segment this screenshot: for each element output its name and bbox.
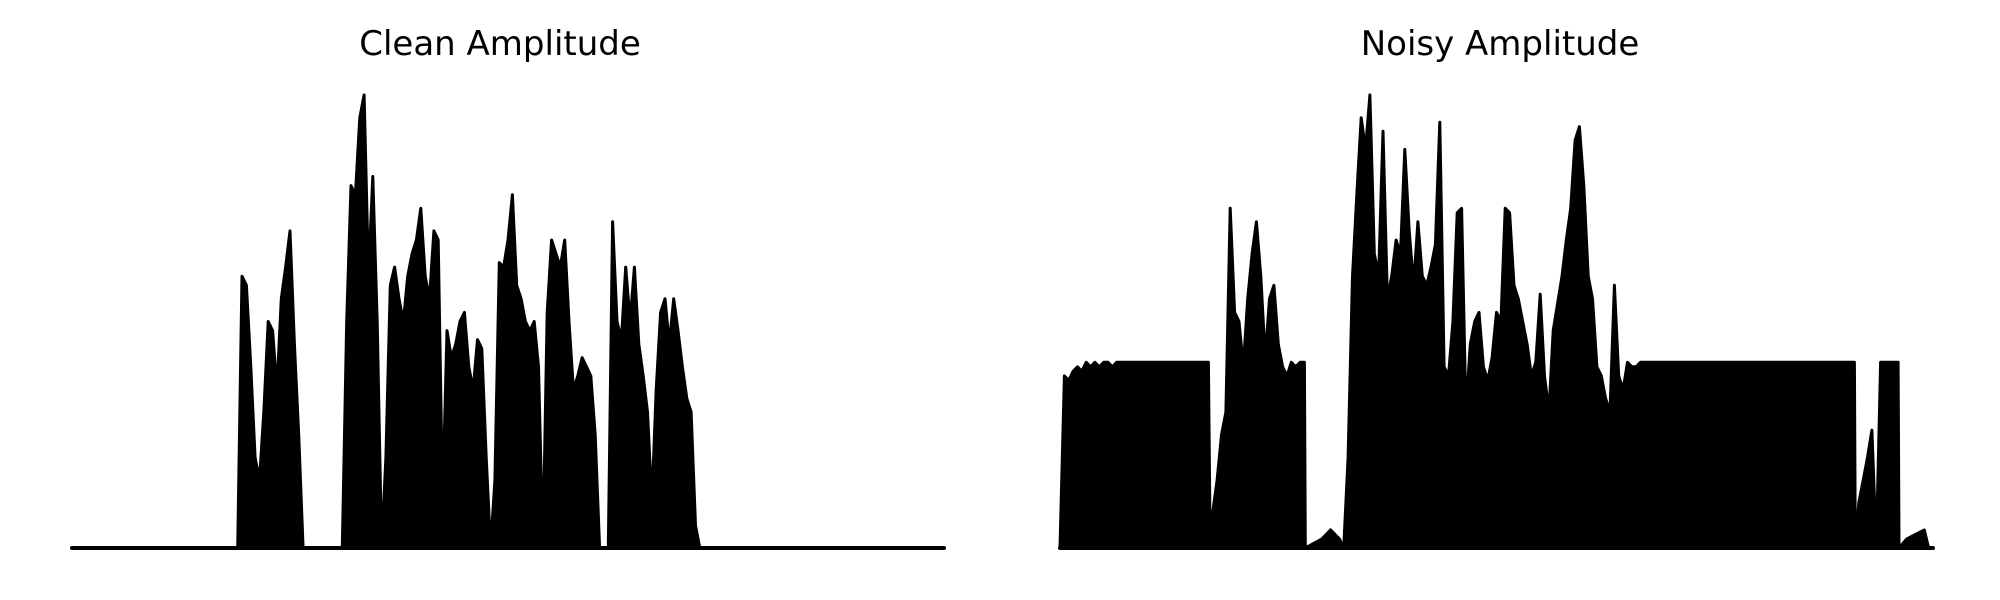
amplitude-envelope-1-0 [1060, 95, 1933, 548]
noisy-amplitude-plot [1000, 0, 2000, 600]
amplitude-envelope-0-0 [72, 95, 944, 548]
clean-amplitude-plot [0, 0, 1000, 600]
noisy-amplitude-panel: Noisy Amplitude [1000, 0, 2000, 600]
clean-amplitude-panel: Clean Amplitude [0, 0, 1000, 600]
